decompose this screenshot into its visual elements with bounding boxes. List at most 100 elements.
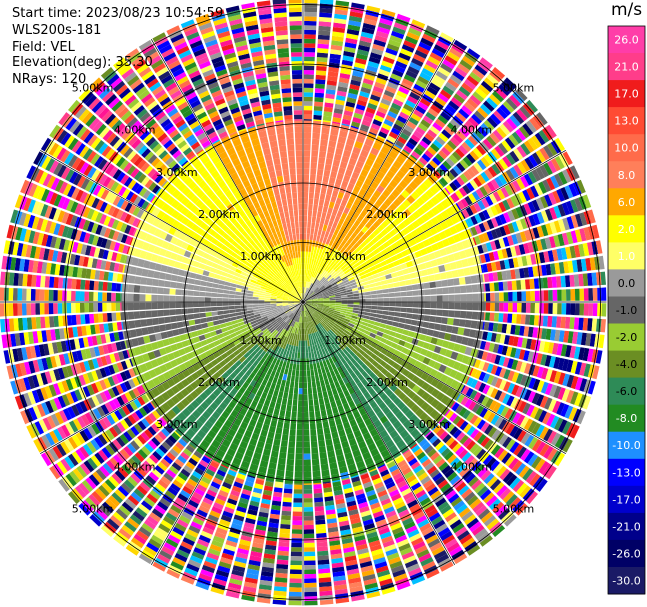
ray-noise xyxy=(447,124,557,205)
ray-valid xyxy=(303,305,322,484)
azimuth-spoke xyxy=(302,149,566,303)
range-ring-label: 4.00km xyxy=(114,460,156,473)
ray-noise xyxy=(256,478,284,604)
range-ring-label: 3.00km xyxy=(156,166,198,179)
colorbar-swatch xyxy=(608,26,645,54)
ray-noise xyxy=(195,468,248,591)
ray-noise xyxy=(453,391,566,467)
ray-noise xyxy=(152,32,222,147)
ray-noise xyxy=(479,255,605,283)
ray-noise xyxy=(40,137,153,213)
ray-noise xyxy=(288,0,303,124)
ray-valid xyxy=(305,174,438,300)
range-ring-label: 1.00km xyxy=(324,334,366,347)
ray-valid xyxy=(127,246,301,302)
ray-valid xyxy=(182,161,302,300)
colorbar-swatch xyxy=(608,188,645,216)
ray-valid xyxy=(304,161,424,300)
ray-valid xyxy=(294,305,303,484)
ray-valid xyxy=(304,150,409,300)
colorbar-swatch xyxy=(608,377,645,406)
ray-valid xyxy=(197,304,302,454)
ray-valid xyxy=(121,302,300,321)
ray-valid xyxy=(305,196,455,301)
ray-noise xyxy=(436,414,538,505)
ray-valid xyxy=(137,303,301,384)
colorbar-swatch xyxy=(608,80,645,108)
ray-noise xyxy=(58,407,164,492)
ray-noise xyxy=(400,48,481,158)
ray-noise xyxy=(475,339,600,380)
ray-noise xyxy=(415,435,506,537)
ray-noise xyxy=(442,407,548,492)
colorbar-swatch xyxy=(608,269,645,297)
azimuth-spoke xyxy=(40,149,304,303)
colorbar-tick-label: 8.0 xyxy=(618,169,636,182)
ray-noise xyxy=(358,468,411,591)
ray-noise xyxy=(14,194,137,247)
ray-noise xyxy=(288,480,303,606)
ray-noise xyxy=(423,428,517,527)
ray-valid xyxy=(125,302,301,349)
ray-noise xyxy=(49,399,159,480)
ray-noise xyxy=(10,209,133,255)
colorbar-swatch xyxy=(608,350,645,379)
ray-valid xyxy=(303,129,368,300)
range-ring-label: 3.00km xyxy=(156,418,198,431)
colorbar-tick-label: 0.0 xyxy=(618,277,636,290)
azimuth-spoke xyxy=(150,301,304,565)
azimuth-spoke xyxy=(302,301,456,565)
ray-valid xyxy=(133,303,301,376)
ray-valid xyxy=(305,203,460,301)
colorbar-swatch xyxy=(608,323,645,351)
nrays-label: NRays: 120 xyxy=(12,72,87,87)
ray-noise xyxy=(303,480,318,606)
ray-noise xyxy=(58,112,164,197)
ray-valid xyxy=(305,303,455,408)
ray-valid xyxy=(122,302,301,330)
ray-noise xyxy=(322,478,350,604)
ray-valid xyxy=(303,304,368,475)
colorbar-tick-label: 10.0 xyxy=(614,142,639,155)
colorbar-tick-label: 17.0 xyxy=(614,88,639,101)
ray-noise xyxy=(78,422,177,516)
ray-valid xyxy=(303,122,340,300)
ray-valid xyxy=(305,303,473,376)
ray-valid xyxy=(197,150,302,300)
ray-valid xyxy=(303,305,312,484)
ray-valid xyxy=(303,126,359,300)
valid-data-layer xyxy=(121,120,485,484)
ray-valid xyxy=(130,237,301,302)
ray-noise xyxy=(0,302,125,317)
ray-noise xyxy=(225,474,266,599)
ray-noise xyxy=(303,0,318,124)
ray-noise xyxy=(477,240,603,274)
ray-noise xyxy=(429,88,528,182)
ray-valid xyxy=(125,255,301,302)
ray-noise xyxy=(272,479,293,605)
ray-valid xyxy=(137,220,301,301)
range-ring-label: 2.00km xyxy=(366,376,408,389)
ray-valid xyxy=(304,140,394,300)
noise-layer xyxy=(0,0,607,606)
ray-valid xyxy=(303,120,312,299)
colorbar-tick-label: -10.0 xyxy=(612,439,640,452)
ray-valid xyxy=(305,302,483,339)
ray-valid xyxy=(284,305,303,484)
ray-noise xyxy=(408,441,493,547)
ray-valid xyxy=(304,145,402,300)
ray-valid xyxy=(305,188,450,301)
ray-valid xyxy=(146,303,301,401)
colorbar-swatch xyxy=(608,107,645,135)
ray-valid xyxy=(305,274,484,302)
azimuth-spoke xyxy=(40,301,304,455)
ray-noise xyxy=(384,457,454,572)
ray-valid xyxy=(275,121,303,300)
colorbar-swatch xyxy=(608,215,645,243)
ray-valid xyxy=(304,304,385,468)
ray-noise xyxy=(331,2,365,128)
colorbar-swatch xyxy=(608,485,645,514)
ray-valid xyxy=(294,120,303,299)
ray-noise xyxy=(138,452,214,565)
